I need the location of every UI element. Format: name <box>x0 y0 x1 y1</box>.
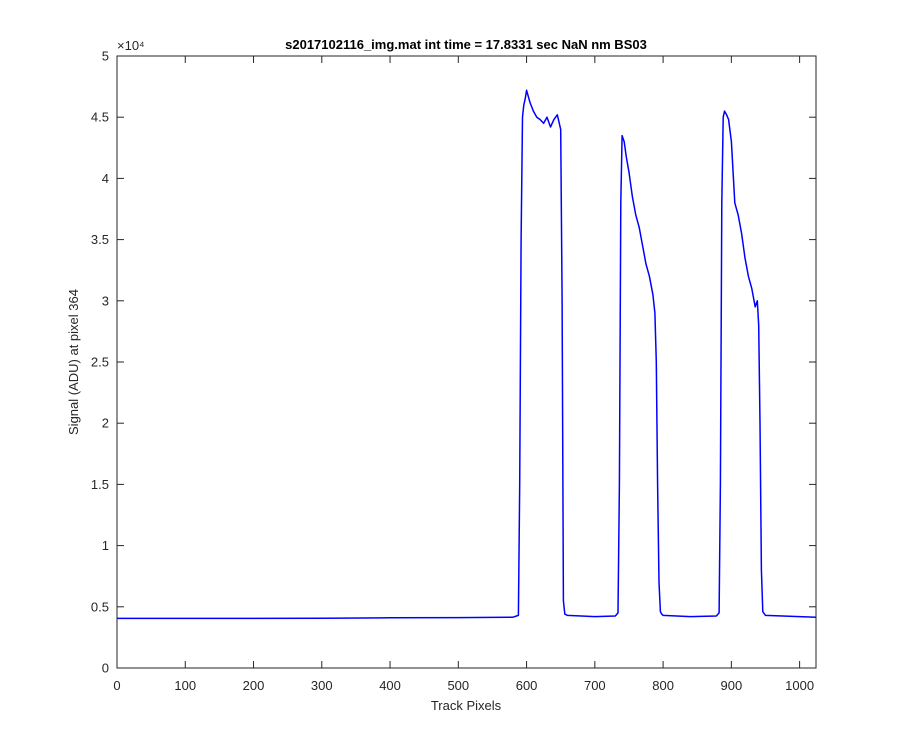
x-tick-label: 700 <box>584 678 606 693</box>
x-tick-label: 300 <box>311 678 333 693</box>
axes-box <box>116 55 817 669</box>
y-tick-label: 4 <box>102 171 109 186</box>
x-tick-label: 400 <box>379 678 401 693</box>
x-tick-label: 1000 <box>785 678 814 693</box>
x-tick-label: 200 <box>243 678 265 693</box>
y-axis-label: Signal (ADU) at pixel 364 <box>66 289 81 435</box>
x-axis-label: Track Pixels <box>431 698 502 713</box>
x-tick-label: 900 <box>721 678 743 693</box>
chart-title: s2017102116_img.mat int time = 17.8331 s… <box>285 37 647 52</box>
y-tick-label: 5 <box>102 49 109 64</box>
y-tick-label: 1.5 <box>91 477 109 492</box>
y-tick-label: 1 <box>102 538 109 553</box>
plot-area <box>117 56 816 668</box>
x-tick-label: 100 <box>174 678 196 693</box>
series-group <box>117 89 817 620</box>
x-tick-label: 600 <box>516 678 538 693</box>
series-line <box>117 89 817 620</box>
y-tick-label: 3.5 <box>91 232 109 247</box>
y-tick-label: 3 <box>102 293 109 308</box>
y-tick-label: 4.5 <box>91 110 109 125</box>
y-axis-exponent: ×10⁴ <box>117 38 145 53</box>
x-tick-label: 0 <box>113 678 120 693</box>
x-tick-label: 500 <box>447 678 469 693</box>
y-tick-label: 0.5 <box>91 599 109 614</box>
tick-labels: 0 100 200 300 400 500 600 700 800 900 1000 0 0.5 1 1.5… <box>91 49 814 694</box>
x-tick-label: 800 <box>652 678 674 693</box>
y-tick-label: 2 <box>102 416 109 431</box>
y-tick-label: 0 <box>102 661 109 676</box>
y-tick-label: 2.5 <box>91 355 109 370</box>
